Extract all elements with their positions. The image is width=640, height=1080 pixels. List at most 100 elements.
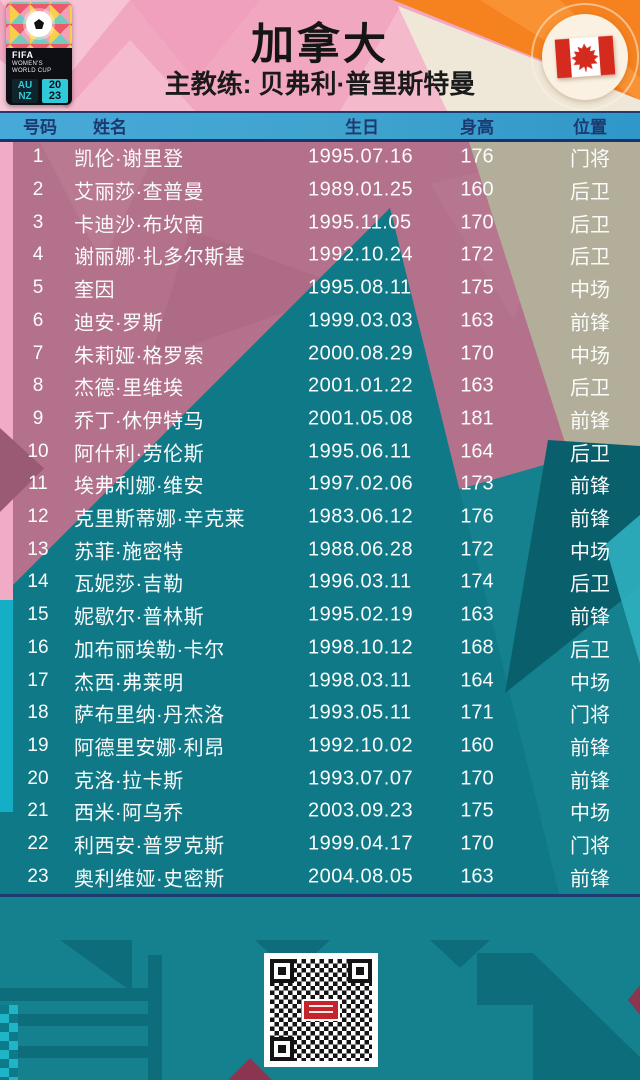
logo-host-nz: NZ	[18, 91, 32, 102]
player-birthday: 1996.03.11	[308, 571, 412, 594]
player-birthday: 1995.08.11	[308, 276, 412, 299]
player-position: 后卫	[570, 377, 610, 400]
player-row: 2 艾丽莎·查普曼 1989.01.25 160 后卫	[0, 175, 640, 208]
logo-host-au: AU	[17, 80, 33, 91]
player-position: 前锋	[570, 410, 610, 433]
qr-finder	[270, 959, 294, 983]
bg-pattern	[148, 955, 162, 1080]
player-height: 172	[460, 538, 494, 561]
player-position: 前锋	[570, 475, 610, 498]
player-height: 168	[460, 636, 494, 659]
logo-event-text: WOMEN'S	[12, 61, 43, 67]
player-number: 22	[27, 833, 49, 855]
player-number: 11	[28, 473, 48, 495]
player-position: 门将	[570, 835, 610, 858]
player-position: 前锋	[570, 770, 610, 793]
player-position: 前锋	[570, 868, 610, 891]
player-number: 18	[27, 702, 49, 724]
player-number: 15	[27, 604, 49, 626]
player-name: 卡迪沙·布坎南	[74, 214, 205, 237]
player-birthday: 1997.02.06	[308, 472, 414, 495]
player-position: 后卫	[570, 443, 610, 466]
qr-finder	[270, 1037, 294, 1061]
player-birthday: 1992.10.02	[308, 734, 414, 757]
player-height: 163	[460, 603, 494, 626]
player-name: 阿德里安娜·利昂	[74, 737, 225, 760]
player-position: 后卫	[570, 181, 610, 204]
player-position: 中场	[570, 279, 610, 302]
qr-center-badge	[302, 999, 340, 1021]
player-name: 克里斯蒂娜·辛克莱	[74, 508, 246, 531]
player-height: 175	[460, 276, 494, 299]
player-number: 14	[27, 571, 49, 593]
player-row: 10 阿什利·劳伦斯 1995.06.11 164 后卫	[0, 436, 640, 469]
player-row: 17 杰西·弗莱明 1998.03.11 164 中场	[0, 665, 640, 698]
player-row: 14 瓦妮莎·吉勒 1996.03.11 174 后卫	[0, 567, 640, 600]
coach-line: 主教练: 贝弗利·普里斯特曼	[164, 69, 476, 99]
player-number: 20	[27, 767, 49, 789]
player-birthday: 1999.03.03	[308, 309, 414, 332]
table-body: 1 凯伦·谢里登 1995.07.16 176 门将 2 艾丽莎·查普曼 198…	[0, 142, 640, 894]
bg-pattern	[533, 953, 640, 1080]
canada-flag-icon	[554, 35, 616, 79]
bg-pattern	[0, 1046, 148, 1058]
player-height: 170	[460, 211, 494, 234]
player-number: 9	[32, 408, 44, 430]
player-row: 3 卡迪沙·布坎南 1995.11.05 170 后卫	[0, 207, 640, 240]
player-birthday: 1989.01.25	[308, 178, 414, 201]
divider	[0, 139, 640, 142]
logo-year-23: 23	[48, 90, 62, 102]
player-height: 176	[460, 505, 494, 528]
player-name: 埃弗利娜·维安	[74, 475, 205, 498]
player-number: 10	[27, 440, 49, 462]
player-position: 中场	[570, 671, 610, 694]
logo-year-20: 20	[48, 79, 62, 91]
player-birthday: 2001.05.08	[308, 407, 414, 430]
player-birthday: 1998.10.12	[308, 636, 414, 659]
col-header-height: 身高	[460, 118, 494, 137]
player-row: 4 谢丽娜·扎多尔斯基 1992.10.24 172 后卫	[0, 240, 640, 273]
divider	[0, 894, 640, 897]
logo-year-text: 20 23	[42, 79, 68, 103]
player-height: 163	[460, 374, 494, 397]
flag-ring	[531, 3, 639, 111]
qr-modules	[270, 959, 372, 1061]
player-height: 164	[460, 669, 494, 692]
player-row: 6 迪安·罗斯 1999.03.03 163 前锋	[0, 306, 640, 339]
player-row: 15 妮歇尔·普林斯 1995.02.19 163 前锋	[0, 600, 640, 633]
player-name: 妮歇尔·普林斯	[74, 606, 205, 629]
player-row: 9 乔丁·休伊特马 2001.05.08 181 前锋	[0, 404, 640, 437]
player-birthday: 1995.11.05	[308, 211, 412, 234]
player-row: 20 克洛·拉卡斯 1993.07.07 170 前锋	[0, 763, 640, 796]
logo-event-text: WORLD CUP	[12, 68, 52, 74]
logo-org-text: FIFA	[12, 50, 34, 60]
player-birthday: 1993.05.11	[308, 701, 412, 724]
player-birthday: 1998.03.11	[308, 669, 412, 692]
player-row: 11 埃弗利娜·维安 1997.02.06 173 前锋	[0, 469, 640, 502]
player-name: 萨布里纳·丹杰洛	[74, 704, 225, 727]
player-row: 1 凯伦·谢里登 1995.07.16 176 门将	[0, 142, 640, 175]
player-row: 12 克里斯蒂娜·辛克莱 1983.06.12 176 前锋	[0, 502, 640, 535]
world-cup-logo: FIFA WOMEN'S WORLD CUP AU NZ 20 23	[6, 2, 72, 105]
player-row: 21 西米·阿乌乔 2003.09.23 175 中场	[0, 796, 640, 829]
player-number: 7	[32, 342, 44, 364]
player-height: 176	[460, 145, 494, 168]
poster-title: 加拿大	[251, 21, 389, 69]
player-number: 16	[27, 637, 49, 659]
divider	[0, 111, 640, 113]
player-name: 阿什利·劳伦斯	[74, 443, 205, 466]
player-birthday: 1993.07.07	[308, 767, 414, 790]
player-number: 4	[32, 244, 44, 266]
player-position: 门将	[570, 148, 610, 171]
player-height: 171	[460, 701, 494, 724]
player-name: 朱莉娅·格罗索	[74, 344, 205, 367]
player-height: 170	[460, 342, 494, 365]
player-name: 加布丽埃勒·卡尔	[74, 639, 225, 662]
player-position: 后卫	[570, 639, 610, 662]
player-height: 172	[460, 244, 494, 267]
table-header: 号码 姓名 生日 身高 位置	[0, 113, 640, 139]
player-birthday: 1995.02.19	[308, 603, 414, 626]
player-birthday: 1988.06.28	[308, 538, 414, 561]
player-name: 苏菲·施密特	[74, 541, 184, 564]
player-position: 中场	[570, 802, 610, 825]
